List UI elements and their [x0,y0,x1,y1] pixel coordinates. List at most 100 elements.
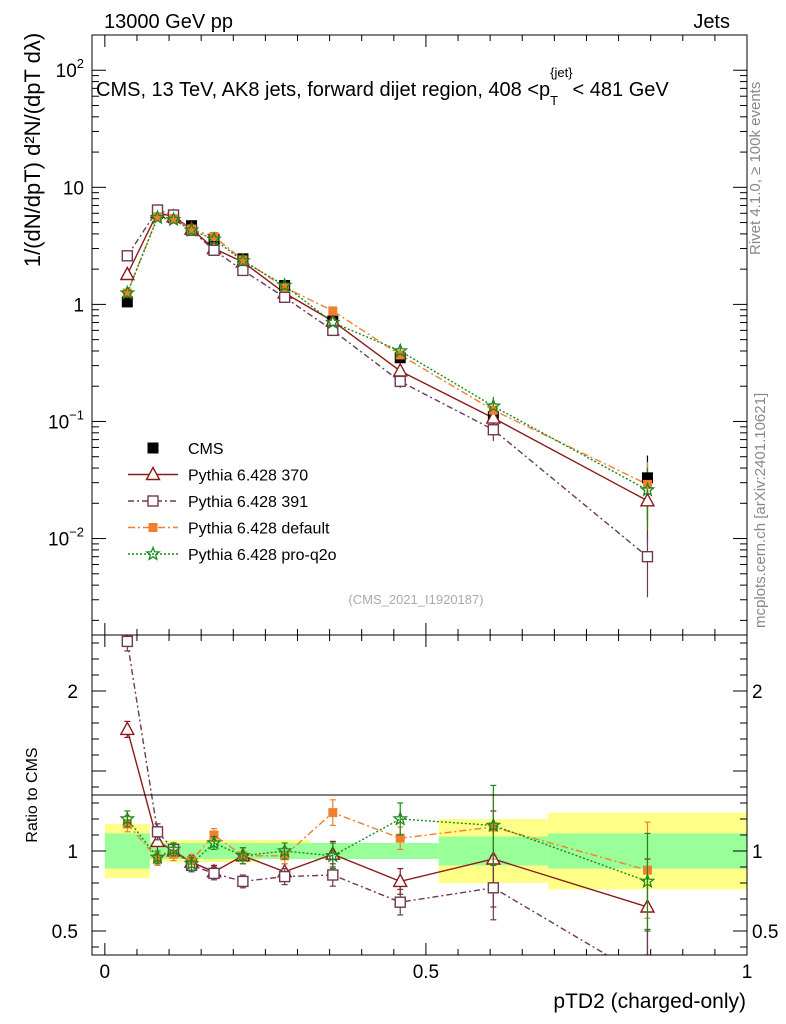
ratio-point-pythia-6-428-pro-q2o [165,841,182,857]
main-point-pythia-6-428-pro-q2o [206,230,222,246]
rivet-label: Rivet 4.1.0, ≥ 100k events [747,82,764,255]
legend: CMS Pythia 6.428 370 Pythia 6.428 391 Pythi… [128,441,337,564]
main-line-pythia-6-428-pro-q2o [126,216,648,491]
main-point-pythia-6-428-default [238,255,248,265]
main-point-pythia-6-428-default [395,350,405,360]
rivet-label-text: Rivet 4.1.0, ≥ 100k events [747,82,764,255]
main-point-pythia-6-428-default [280,282,290,292]
y-tick-label-ratio: 1 [67,842,78,863]
ratio-point-pythia-6-428-pro-q2o [119,810,136,826]
y-tick-label-ratio-right: 1 [752,842,763,863]
main-point-pythia-6-428-391 [487,424,500,436]
y-tick-label-main: 10−2 [48,525,84,551]
legend-label-pythia-6-428-pro-q2o: Pythia 6.428 pro-q2o [188,547,337,564]
y-axis-label-ratio: Ratio to CMS [24,747,41,842]
main-point-pythia-6-428-pro-q2o [183,221,200,237]
main-point-pythia-6-428-370 [392,362,408,377]
main-point-pythia-6-428-pro-q2o [165,211,182,227]
main-point-cms [121,296,133,308]
main-point-pythia-6-428-pro-q2o [324,314,341,330]
x-tick-label: 0 [100,962,111,983]
ratio-point-pythia-6-428-pro-q2o [149,849,166,865]
ratio-uncertainty-band [104,812,747,890]
axis-ticks: 0 0.5 1 10−2 10−1 1 10 102 0.5 0.5 1 1 2 2 [48,34,778,983]
ratio-point-pythia-6-428-370 [149,832,166,848]
main-point-pythia-6-428-391 [278,291,291,303]
y-axis-label-main: 1/(dN/dpT) d²N/(dpT dλ) [20,33,45,267]
ratio-point-pythia-6-428-391 [278,870,291,883]
y-tick-label-main: 102 [56,56,84,82]
main-point-cms [641,472,653,484]
analysis-watermark: (CMS_2021_I1920187) [348,592,483,607]
legend-label-pythia-6-428-391: Pythia 6.428 391 [188,494,308,511]
legend-marker-pythia-6-428-pro-q2o [145,545,161,561]
main-point-pythia-6-428-default [328,306,338,316]
band-inner-bin [181,843,202,859]
ratio-point-pythia-6-428-pro-q2o [639,873,656,889]
y-tick-label-main: 10 [63,178,84,199]
main-point-pythia-6-428-391 [121,250,134,262]
band-inner-bin [104,833,150,869]
ratio-point-pythia-6-428-pro-q2o [324,847,341,863]
header-right: Jets [693,11,730,33]
y-tick-label-main: 1 [73,295,84,316]
ratio-point-pythia-6-428-370 [119,720,135,736]
main-point-pythia-6-428-391 [208,244,220,256]
y-tick-label-ratio-right: 2 [752,682,763,703]
ratio-point-pythia-6-428-pro-q2o [235,847,251,863]
ratio-point-pythia-6-428-default [328,808,338,818]
band-inner-bin [355,843,439,859]
x-tick-label: 1 [742,962,753,983]
main-point-pythia-6-428-default [209,232,219,242]
main-point-pythia-6-428-pro-q2o [276,277,293,293]
main-point-pythia-6-428-370 [639,492,656,507]
legend-marker-pythia-6-428-default [148,523,158,532]
ratio-point-pythia-6-428-pro-q2o [276,842,293,858]
x-tick-label: 0.5 [413,962,439,983]
main-point-pythia-6-428-391 [641,550,654,563]
main-point-pythia-6-428-370 [119,266,135,281]
legend-label-pythia-6-428-default: Pythia 6.428 default [188,521,330,538]
main-point-pythia-6-428-391 [394,375,406,388]
y-label-main-text: 1/(dN/dpT) d²N/(dpT dλ) [20,33,45,267]
y-label-ratio-text: Ratio to CMS [24,747,41,842]
ratio-point-pythia-6-428-370 [392,872,408,888]
ratio-point-pythia-6-428-391 [394,896,406,908]
ratio-point-pythia-6-428-391 [151,826,164,838]
ratio-point-pythia-6-428-pro-q2o [392,810,409,826]
main-point-pythia-6-428-default [488,405,498,415]
main-point-pythia-6-428-pro-q2o [235,252,251,268]
main-point-pythia-6-428-370 [485,409,502,424]
main-point-pythia-6-428-default [169,214,179,224]
ratio-series-lines [119,635,656,955]
ratio-point-pythia-6-428-391 [327,869,339,881]
main-point-pythia-6-428-default [153,212,162,222]
main-point-pythia-6-428-pro-q2o [119,284,136,300]
y-tick-label-ratio-right: 0.5 [752,922,778,943]
y-tick-label-main: 10−1 [48,407,84,433]
band-inner-bin [201,843,227,859]
legend-label-pythia-6-428-370: Pythia 6.428 370 [188,468,308,485]
main-point-pythia-6-428-default [187,224,197,234]
ratio-point-pythia-6-428-pro-q2o [206,834,222,850]
y-tick-label-ratio: 2 [67,682,78,703]
legend-marker-pythia-6-428-370 [145,466,161,481]
main-series-lines [126,208,649,598]
main-point-pythia-6-428-pro-q2o [639,481,656,497]
ratio-point-pythia-6-428-391 [208,867,220,880]
ratio-point-pythia-6-428-391 [121,635,134,648]
ratio-point-pythia-6-428-391 [237,875,249,888]
x-axis-label: pTD2 (charged-only) [553,990,746,1013]
chart-title: CMS, 13 TeV, AK8 jets, forward dijet reg… [96,65,669,108]
ratio-point-pythia-6-428-pro-q2o [183,855,200,871]
mcplots-label: mcplots.cern.ch [arXiv:2401.10621] [752,393,769,628]
main-point-pythia-6-428-391 [237,264,249,277]
ratio-point-pythia-6-428-391 [487,882,500,894]
legend-label-cms: CMS [188,441,224,458]
y-tick-label-ratio: 0.5 [52,922,78,943]
main-point-pythia-6-428-pro-q2o [149,209,166,225]
header-left: 13000 GeV pp [104,11,233,33]
main-point-pythia-6-428-default [122,288,132,298]
main-panel-frame [91,34,748,636]
